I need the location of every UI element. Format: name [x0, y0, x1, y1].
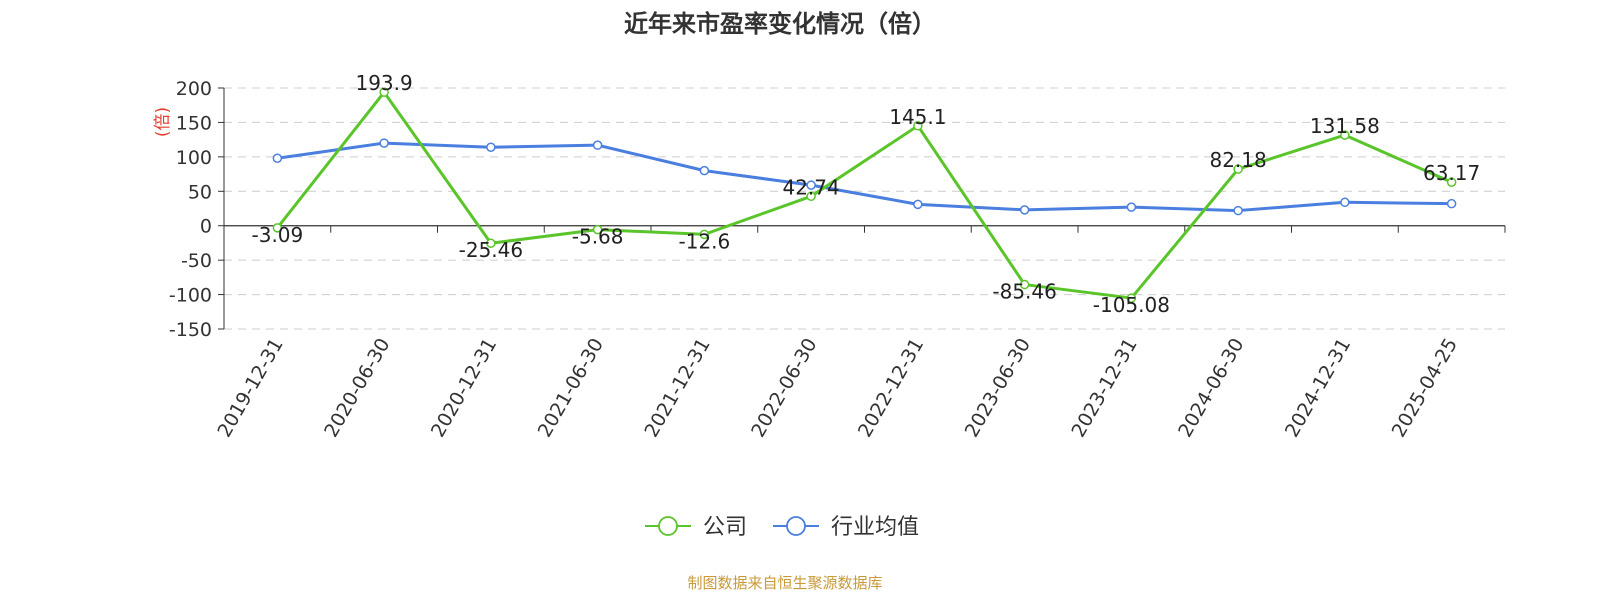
data-label: 145.1 [889, 105, 946, 129]
x-tick-label: 2021-12-31 [640, 335, 714, 442]
legend-marker [658, 516, 678, 536]
y-tick-label: 0 [200, 216, 212, 238]
data-label: -85.46 [992, 280, 1056, 304]
data-point [1233, 205, 1243, 216]
x-tick-label: 2021-06-30 [534, 335, 608, 442]
y-tick-label: 100 [176, 147, 212, 169]
x-tick-label: 2024-12-31 [1281, 335, 1355, 442]
data-point [592, 140, 603, 150]
y-tick-label: -50 [181, 250, 212, 272]
data-point [806, 180, 816, 190]
x-tick-label: 2023-12-31 [1067, 335, 1141, 442]
x-tick-label: 2023-06-30 [961, 335, 1035, 442]
x-tick-label: 2020-06-30 [320, 335, 394, 442]
data-label: -25.46 [459, 238, 523, 262]
legend-label: 公司 [703, 515, 747, 540]
data-point [486, 238, 496, 248]
data-point [1446, 177, 1457, 187]
legend[interactable]: 公司 行业均值 [645, 515, 919, 540]
data-labels: -3.09 193.9 -25.46 -5.68 -12.6 42.74 145.1 -85.… [252, 71, 1481, 317]
y-tick-label: -100 [169, 285, 212, 307]
data-point [486, 142, 496, 152]
data-point [379, 138, 389, 148]
y-tick-label: 200 [176, 78, 212, 100]
series-line [276, 90, 1453, 300]
data-point [1340, 130, 1350, 140]
x-tick-label: 2024-06-30 [1174, 335, 1248, 442]
data-label: 42.74 [782, 175, 839, 199]
y-axis-label: (倍) [153, 107, 173, 137]
data-point [699, 229, 710, 240]
data-label: -12.6 [679, 229, 731, 253]
x-tick-label: 2022-06-30 [747, 335, 821, 442]
data-label: -5.68 [572, 225, 624, 249]
x-tick-label: 2019-12-31 [213, 335, 287, 442]
data-label: 193.9 [355, 71, 412, 95]
data-label: -3.09 [252, 223, 304, 247]
series-lines [272, 87, 1457, 303]
legend-item[interactable]: 行业均值 [773, 515, 919, 540]
data-point [913, 199, 923, 210]
data-label: 82.18 [1209, 148, 1266, 172]
y-tick-label: 150 [176, 112, 212, 134]
legend-marker [786, 516, 806, 536]
source-note: 制图数据来自恒生聚源数据库 [687, 574, 882, 592]
data-point [1233, 164, 1243, 174]
data-label: 63.17 [1423, 161, 1480, 185]
data-point [913, 121, 923, 131]
data-point [1126, 202, 1137, 212]
legend-item[interactable]: 公司 [645, 515, 747, 540]
y-tick-label: -150 [169, 319, 212, 341]
chart-title: 近年来市盈率变化情况（倍） [624, 10, 936, 38]
data-point [1019, 279, 1030, 290]
data-label: -105.08 [1093, 293, 1170, 317]
data-point [1019, 205, 1030, 215]
x-tick-label: 2022-12-31 [854, 335, 928, 442]
series-line [277, 141, 1452, 213]
x-tick-label: 2020-12-31 [427, 335, 501, 442]
data-point [699, 165, 710, 176]
grid-lines [224, 87, 1505, 330]
data-point [1340, 197, 1350, 208]
data-label: 131.58 [1310, 114, 1380, 138]
data-point [272, 153, 283, 163]
x-tick-label: 2025-04-25 [1388, 335, 1462, 442]
data-point [379, 87, 389, 97]
data-point [272, 223, 283, 233]
data-point [592, 224, 603, 235]
data-point [1446, 198, 1457, 209]
data-point [1126, 293, 1137, 303]
y-tick-label: 50 [188, 181, 212, 203]
legend-label: 行业均值 [831, 515, 919, 540]
data-point [806, 191, 816, 202]
